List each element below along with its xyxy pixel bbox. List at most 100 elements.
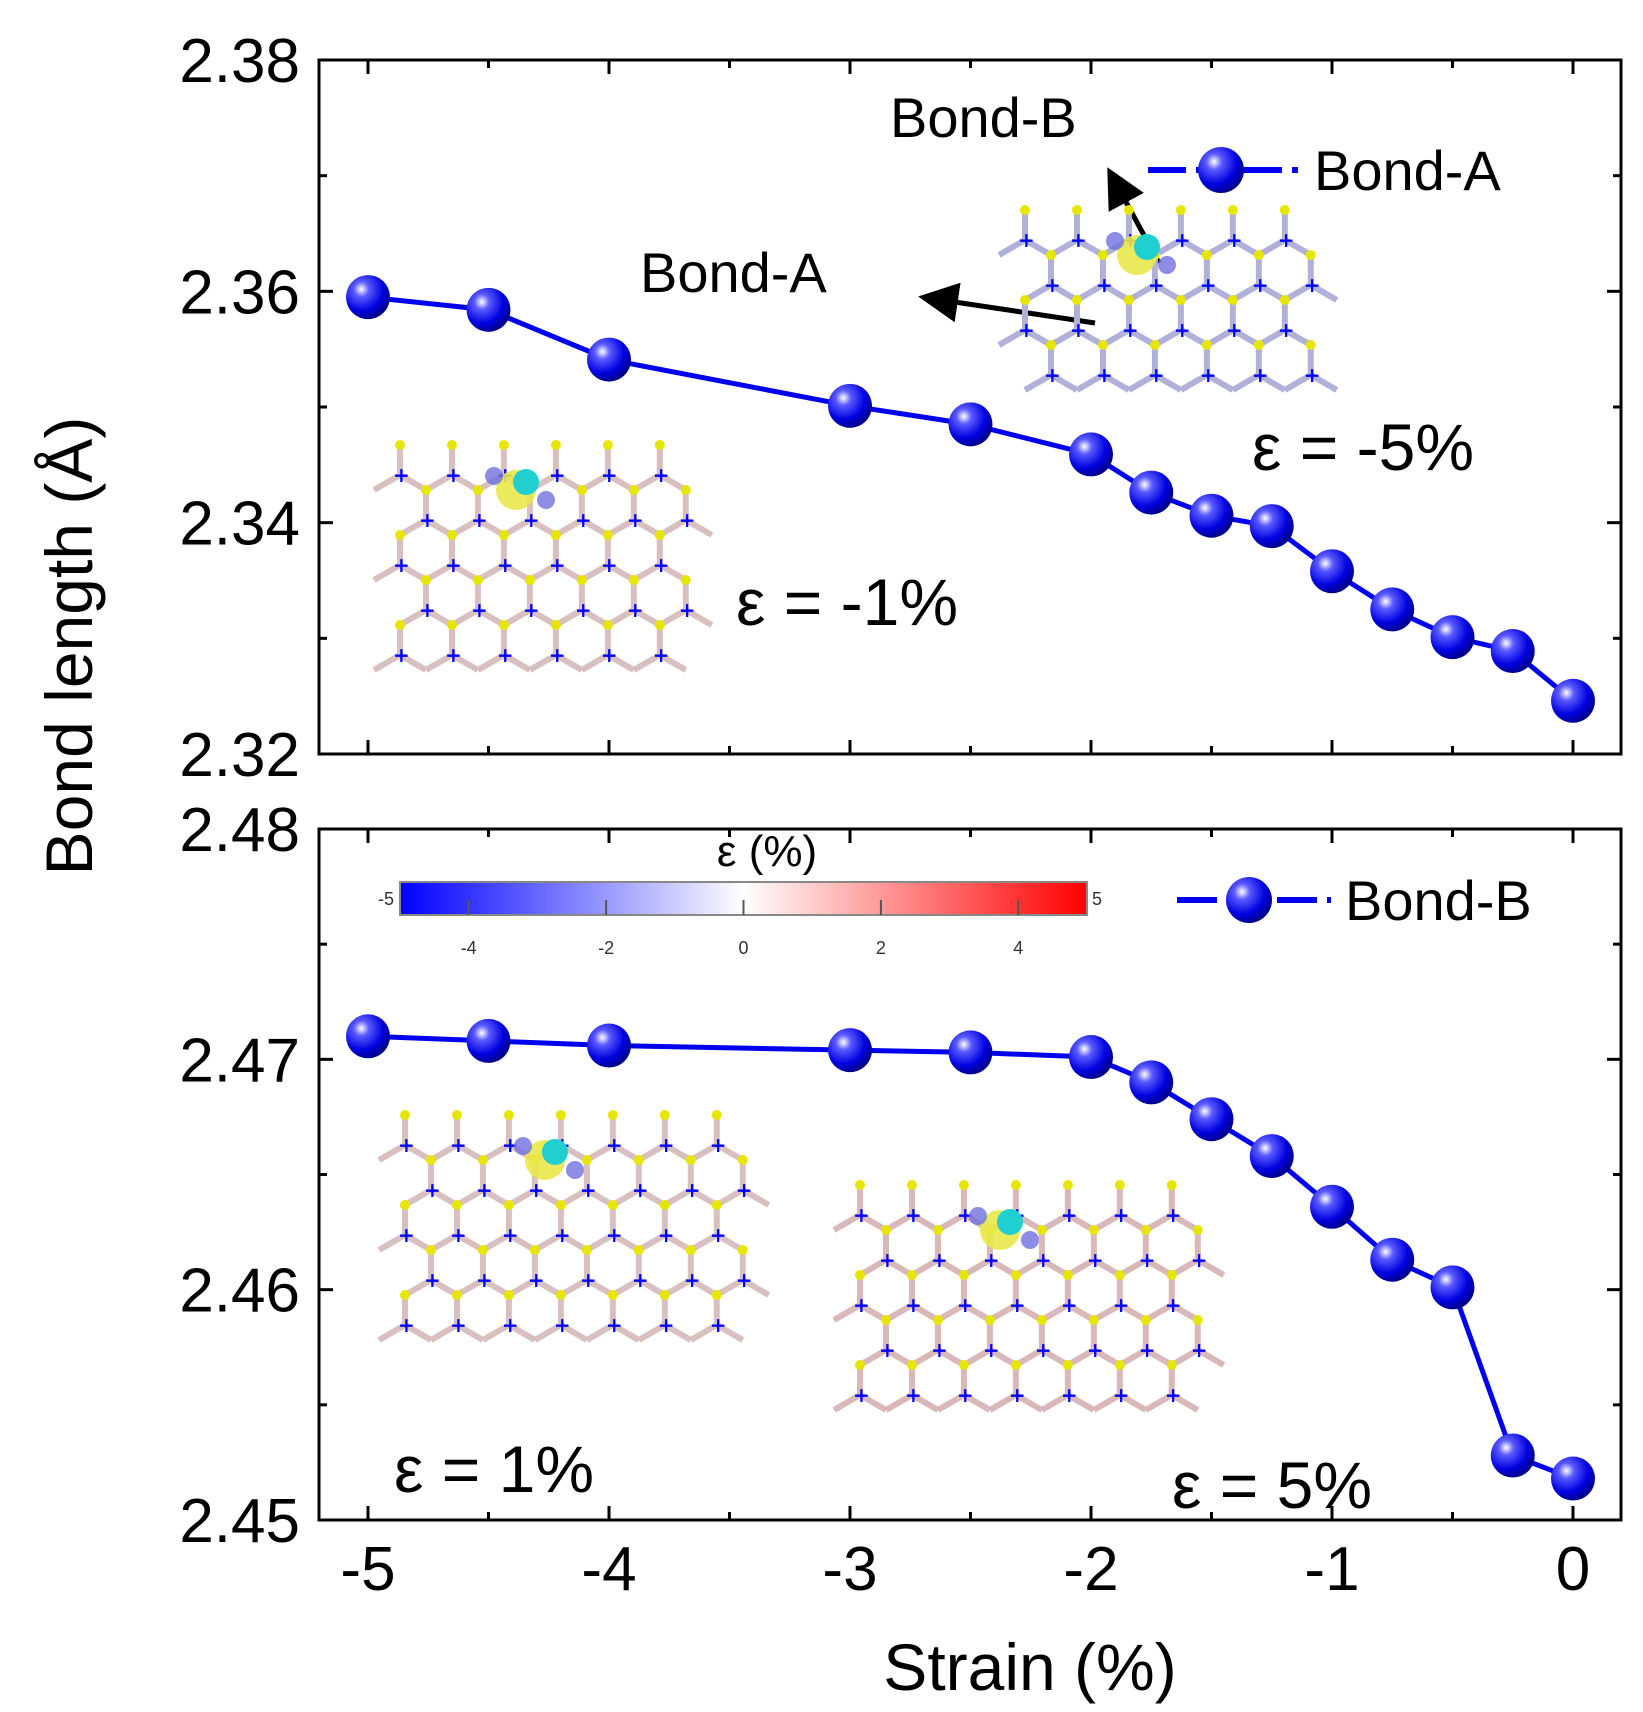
legend-top: Bond-A: [1148, 139, 1501, 202]
data-point: [1490, 629, 1535, 674]
bond: [832, 1212, 862, 1233]
atom: +: [853, 1383, 870, 1407]
bond: [632, 517, 662, 538]
data-point: [1249, 504, 1294, 549]
atom: +: [1252, 273, 1269, 297]
atom: +: [393, 643, 410, 667]
atom: [581, 1245, 592, 1255]
atom: +: [1044, 363, 1061, 387]
charge-density: [1021, 1231, 1039, 1249]
atom: +: [1278, 318, 1295, 342]
atom: +: [679, 598, 696, 622]
data-point: [1490, 1433, 1535, 1478]
bond: [528, 607, 558, 628]
atom: +: [393, 463, 410, 487]
bond: [689, 1142, 719, 1163]
bond: [606, 517, 636, 538]
bond: [507, 1232, 537, 1253]
atom: +: [1165, 1383, 1182, 1407]
bond: [936, 1392, 966, 1413]
atom: [581, 1155, 592, 1165]
atom: [1166, 1180, 1177, 1190]
bond: [611, 1232, 641, 1253]
bond: [936, 1347, 966, 1368]
charge-density: [514, 1137, 532, 1155]
data-point: [1430, 615, 1475, 660]
atom: [1114, 1270, 1125, 1280]
atom: [1088, 1315, 1099, 1325]
bond: [1283, 372, 1313, 393]
atom: +: [1018, 228, 1035, 252]
bond: [832, 1302, 862, 1323]
bond: [1144, 1392, 1174, 1413]
bond: [424, 562, 454, 583]
atom: [555, 1200, 566, 1210]
atom: [906, 1360, 917, 1370]
atom: +: [710, 1313, 727, 1337]
lattice-inset-5: +++++++++++++++++++++++++++++++++++: [832, 1180, 1226, 1413]
y-tick-label: 2.36: [179, 258, 300, 327]
atom: +: [931, 1248, 948, 1272]
atom: +: [627, 598, 644, 622]
y-tick-label: 2.32: [179, 721, 300, 790]
atom: +: [445, 643, 462, 667]
bond: [502, 562, 532, 583]
atom: [1201, 340, 1212, 350]
atom: +: [653, 463, 670, 487]
atom: +: [606, 1223, 623, 1247]
atom: [602, 530, 613, 540]
atom: [576, 575, 587, 585]
bond: [585, 1277, 615, 1298]
data-point: [948, 402, 993, 447]
bond: [689, 1232, 719, 1253]
atom: +: [528, 1268, 545, 1292]
atom: [555, 1110, 566, 1120]
atom: +: [1035, 1248, 1052, 1272]
atom: +: [471, 508, 488, 532]
atom: +: [1226, 318, 1243, 342]
bond: [858, 1212, 888, 1233]
bond: [997, 327, 1027, 348]
data-point: [1370, 587, 1415, 632]
atom: [958, 1180, 969, 1190]
bond: [858, 1257, 888, 1278]
atom: [1045, 340, 1056, 350]
bond: [606, 607, 636, 628]
bond: [1092, 1392, 1122, 1413]
bond: [1075, 372, 1105, 393]
atom: +: [957, 1203, 974, 1227]
atom: [472, 485, 483, 495]
data-point: [1129, 470, 1174, 515]
atom: [1062, 1360, 1073, 1370]
bond: [1196, 1347, 1226, 1368]
bond: [455, 1142, 485, 1163]
bond: [429, 1232, 459, 1253]
x-tick-label: -1: [1304, 1535, 1359, 1604]
atom: +: [1096, 273, 1113, 297]
bond: [481, 1277, 511, 1298]
atom: +: [1070, 318, 1087, 342]
charge-density: [566, 1161, 584, 1179]
atom: +: [1148, 273, 1165, 297]
atom: +: [1061, 1203, 1078, 1227]
atom: [1097, 340, 1108, 350]
strain-label-5: ε = 5%: [1172, 1448, 1372, 1522]
lattice-inset-minus5: ++++++++++++++++++++++++: [997, 205, 1339, 393]
atom: [1253, 340, 1264, 350]
bond: [450, 517, 480, 538]
bond: [403, 1232, 433, 1253]
atom: +: [983, 1338, 1000, 1362]
atom: [529, 1245, 540, 1255]
bond: [936, 1302, 966, 1323]
atom: [906, 1180, 917, 1190]
atom: [958, 1360, 969, 1370]
atom: [1045, 250, 1056, 260]
bond: [1144, 1257, 1174, 1278]
atom: +: [658, 1133, 675, 1157]
atom: [958, 1270, 969, 1280]
atom: +: [653, 553, 670, 577]
bond: [658, 472, 688, 493]
atom: +: [523, 508, 540, 532]
bond: [398, 517, 428, 538]
bond: [580, 607, 610, 628]
